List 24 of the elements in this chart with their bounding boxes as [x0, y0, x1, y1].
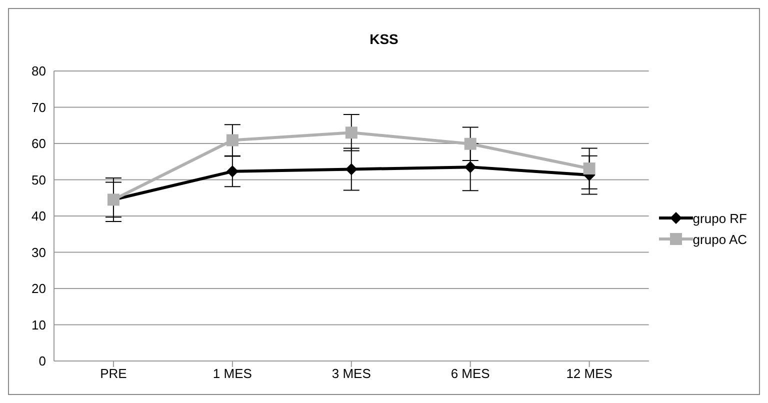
x-tick-label: 6 MES [450, 366, 490, 382]
point [464, 161, 476, 174]
y-tick-label: 10 [32, 317, 46, 332]
legend-label: grupo AC [692, 232, 747, 246]
y-tick-label: 50 [32, 172, 46, 188]
x-tick-label: PRE [100, 366, 128, 382]
chart-title: KSS [368, 30, 400, 49]
legend-label: grupo RF [692, 210, 747, 226]
point [345, 163, 358, 176]
y-tick-label: 80 [32, 64, 46, 79]
y-tick-label: 0 [38, 354, 46, 369]
point [583, 162, 596, 175]
y-tick-label: 20 [32, 281, 46, 296]
point [226, 134, 238, 146]
y-tick-label: 30 [32, 244, 46, 260]
x-tick-label: 12 MES [566, 366, 613, 382]
x-tick-label: 3 MES [332, 366, 372, 382]
point [464, 138, 476, 150]
point [345, 126, 358, 139]
y-tick-label: 40 [32, 208, 46, 224]
y-tick-label: 70 [32, 100, 46, 115]
x-tick-label: 1 MES [212, 366, 252, 382]
point [226, 165, 238, 178]
y-tick-label: 60 [32, 136, 46, 152]
